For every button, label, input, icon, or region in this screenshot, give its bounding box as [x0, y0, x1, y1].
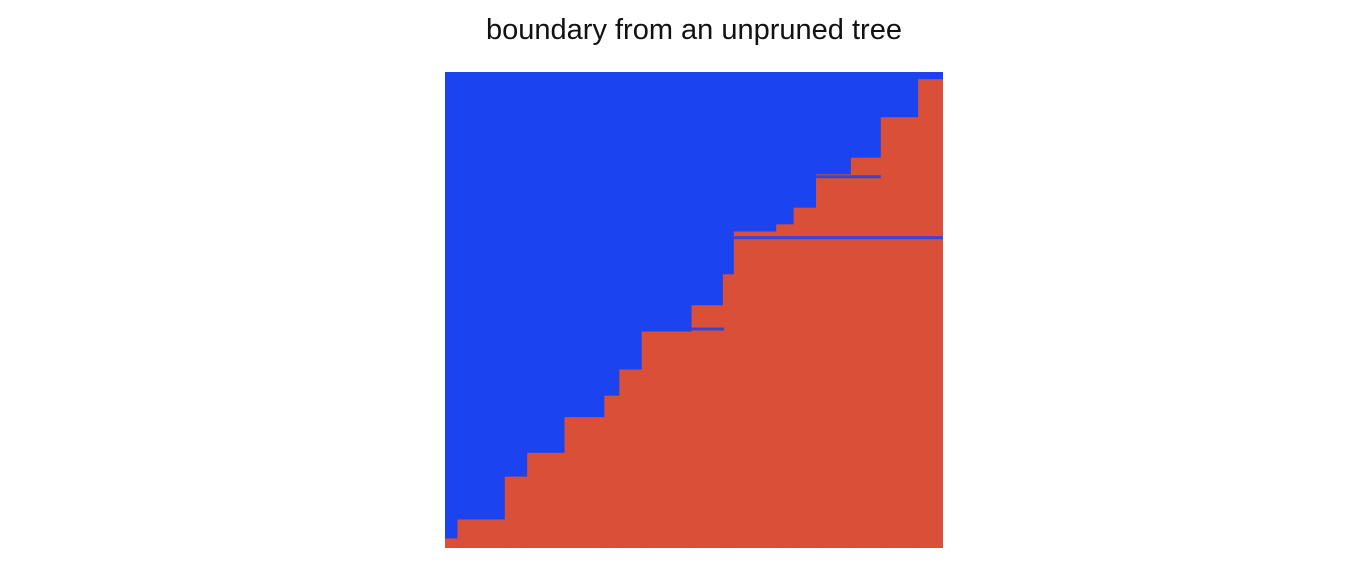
region-red-step-14 [850, 157, 882, 548]
region-red-step-11 [776, 224, 795, 548]
region-red-step-1 [457, 519, 506, 548]
region-red-step-3 [527, 452, 566, 548]
region-red-step-0 [445, 538, 459, 548]
boundary-sliver-2 [733, 236, 943, 240]
chart-title: boundary from an unpruned tree [486, 14, 902, 46]
boundary-sliver-0 [641, 327, 724, 331]
region-red-step-4 [564, 417, 605, 548]
region-red-step-5 [604, 395, 620, 548]
region-red-step-6 [619, 369, 643, 548]
region-red-step-12 [793, 207, 817, 548]
region-red-step-2 [504, 476, 528, 548]
region-red-step-8 [691, 305, 724, 548]
region-red-step-16 [918, 79, 943, 548]
region-red-step-13 [816, 174, 852, 548]
region-red-step-9 [722, 274, 735, 548]
region-red-step-7 [641, 331, 693, 548]
region-red-step-10 [733, 231, 777, 548]
boundary-sliver-1 [816, 175, 881, 179]
region-red-step-15 [880, 117, 919, 548]
decision-boundary-plot [445, 72, 943, 548]
